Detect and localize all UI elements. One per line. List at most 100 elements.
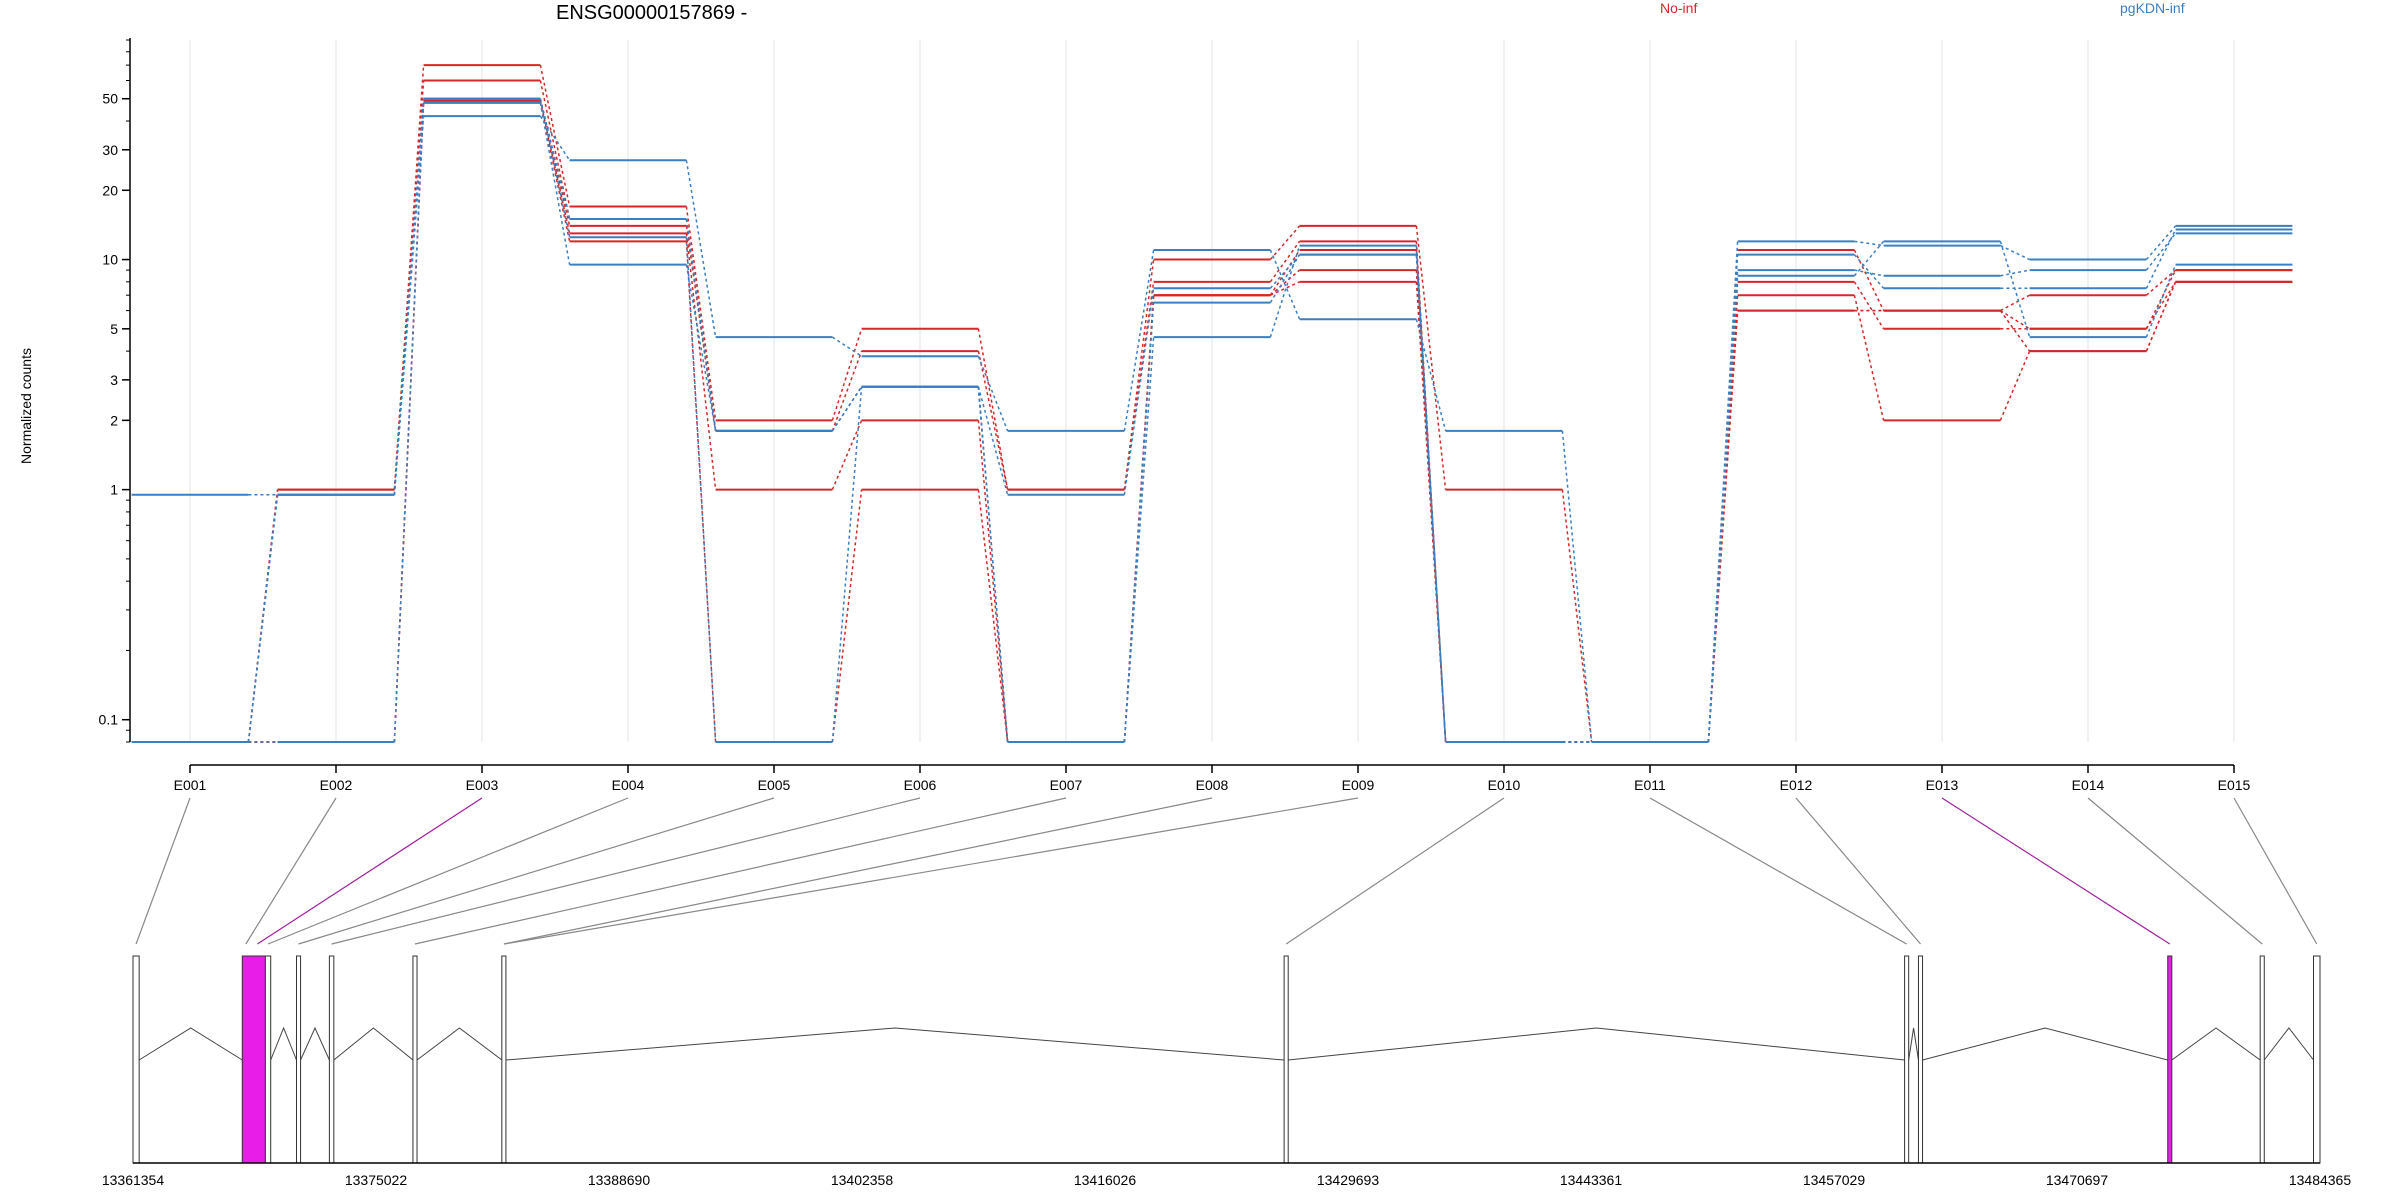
series-7-connector bbox=[247, 494, 279, 743]
series-4-connector bbox=[1270, 281, 1300, 296]
y-tick-label: 10 bbox=[102, 252, 118, 268]
series-5-connector bbox=[831, 336, 863, 357]
series-3-connector bbox=[2145, 281, 2177, 330]
exon-connector-e009 bbox=[504, 797, 1359, 945]
series-5-connector bbox=[1123, 249, 1155, 432]
series-5-connector bbox=[2000, 244, 2030, 261]
series-7-connector bbox=[2145, 229, 2177, 289]
intron-line bbox=[333, 1027, 414, 1061]
series-0-connector bbox=[1415, 225, 1447, 490]
series-6-connector bbox=[1854, 269, 1884, 277]
exon-connector-e011 bbox=[1649, 797, 1907, 945]
exon-box bbox=[412, 955, 418, 1164]
series-2-connector bbox=[685, 233, 717, 490]
exon-box bbox=[1283, 955, 1289, 1164]
series-8-connector bbox=[2145, 264, 2177, 338]
exon-box bbox=[132, 955, 140, 1164]
x-tick-label-e006: E006 bbox=[904, 777, 937, 793]
exon-connector-e003 bbox=[257, 797, 483, 945]
series-1-connector bbox=[2145, 269, 2177, 330]
series-0-connector bbox=[2000, 294, 2030, 312]
x-tick-label-e008: E008 bbox=[1196, 777, 1229, 793]
y-tick-label: 20 bbox=[102, 182, 118, 198]
series-6-connector bbox=[685, 264, 717, 432]
series-3-connector bbox=[2000, 309, 2030, 330]
intron-line bbox=[505, 1027, 1285, 1061]
genome-coord-label: 13402358 bbox=[831, 1172, 894, 1188]
exon-connector-e007 bbox=[414, 797, 1067, 945]
x-tick-label-e009: E009 bbox=[1342, 777, 1375, 793]
intron-line bbox=[138, 1027, 243, 1061]
legend-no-inf: No-inf bbox=[1660, 0, 1698, 16]
series-8-connector bbox=[1415, 245, 1447, 743]
series-5-connector bbox=[977, 355, 1009, 432]
series-0-connector bbox=[539, 64, 571, 207]
intron-line bbox=[2263, 1027, 2314, 1061]
series-4-connector bbox=[539, 98, 571, 227]
exon-box bbox=[1904, 955, 1910, 1164]
intron-line bbox=[270, 1026, 297, 1061]
exon-box bbox=[264, 955, 272, 1164]
x-tick-label-e003: E003 bbox=[466, 777, 499, 793]
exon-connector-e006 bbox=[331, 797, 921, 945]
intron-line bbox=[300, 1026, 330, 1061]
series-2-connector bbox=[539, 100, 571, 234]
exon-connector-e013 bbox=[1941, 797, 2171, 945]
exon-connector-e004 bbox=[267, 797, 629, 945]
series-4-connector bbox=[2145, 281, 2177, 352]
exon-connector-e015 bbox=[2233, 797, 2318, 945]
series-0-connector bbox=[2145, 269, 2177, 296]
series-3-connector bbox=[977, 489, 1009, 743]
genome-coord-label: 13361354 bbox=[102, 1172, 165, 1188]
exon-box bbox=[501, 955, 507, 1164]
exon-box bbox=[2167, 955, 2173, 1164]
x-tick-label-e010: E010 bbox=[1488, 777, 1521, 793]
exon-box bbox=[295, 955, 302, 1164]
exon-connector-e008 bbox=[503, 797, 1213, 945]
series-3-connector bbox=[1269, 269, 1301, 296]
series-5-connector bbox=[2145, 225, 2177, 261]
series-7-connector bbox=[393, 98, 425, 495]
genome-coord-label: 13484365 bbox=[2289, 1172, 2352, 1188]
series-6-connector bbox=[977, 386, 1009, 495]
series-0-connector bbox=[1561, 489, 1593, 743]
series-1-connector bbox=[1853, 281, 1885, 330]
series-5-connector bbox=[1561, 430, 1593, 743]
genome-coord-label: 13429693 bbox=[1317, 1172, 1380, 1188]
intron-line bbox=[416, 1027, 503, 1061]
legend-pgkdn-inf: pgKDN-inf bbox=[2120, 0, 2185, 16]
x-tick-label-e012: E012 bbox=[1780, 777, 1813, 793]
exon-box bbox=[1917, 955, 1924, 1164]
series-4-connector bbox=[1707, 310, 1739, 743]
y-tick-label: 50 bbox=[102, 91, 118, 107]
series-5-connector bbox=[1854, 240, 1884, 247]
series-2-connector bbox=[1853, 295, 1885, 421]
series-5-connector bbox=[1269, 249, 1301, 320]
exon-connector-e005 bbox=[298, 797, 775, 945]
series-2-connector bbox=[1269, 249, 1301, 296]
x-tick-label-e011: E011 bbox=[1634, 777, 1666, 793]
x-tick-label-e002: E002 bbox=[320, 777, 353, 793]
exon-box bbox=[241, 955, 266, 1164]
series-4-connector bbox=[1999, 310, 2031, 352]
genome-coord-label: 13470697 bbox=[2046, 1172, 2109, 1188]
series-2-connector bbox=[1999, 350, 2031, 421]
series-6-connector bbox=[1123, 288, 1155, 495]
series-0-connector bbox=[831, 328, 863, 421]
exon-box bbox=[328, 955, 335, 1164]
x-tick-label-e001: E001 bbox=[174, 777, 207, 793]
series-1-connector bbox=[1269, 240, 1301, 283]
series-7-connector bbox=[1853, 254, 1885, 289]
series-0-connector bbox=[1269, 225, 1301, 261]
exon-box bbox=[2313, 955, 2321, 1164]
series-7-connector bbox=[831, 386, 863, 432]
y-tick-label: 2 bbox=[110, 412, 118, 428]
x-tick-label-e014: E014 bbox=[2072, 777, 2105, 793]
exon-connector-e012 bbox=[1795, 797, 1921, 945]
series-8-connector bbox=[1999, 241, 2031, 338]
y-tick-label: 3 bbox=[110, 372, 118, 388]
y-tick-label: 5 bbox=[110, 321, 118, 337]
series-6-connector bbox=[2145, 232, 2177, 271]
